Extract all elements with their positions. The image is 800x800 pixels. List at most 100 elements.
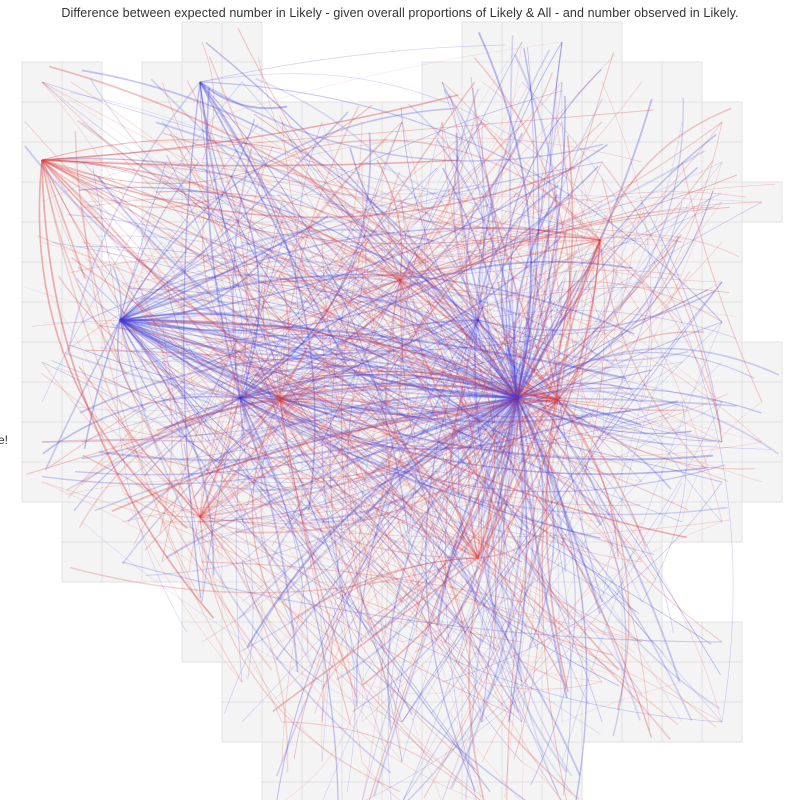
flow-line [199,516,514,715]
flow-line [201,41,215,163]
flow-line [41,159,738,245]
grid-cell [21,141,63,183]
flow-line [279,160,714,401]
flow-line [569,161,603,443]
flow-line [199,516,401,793]
flow-line [239,397,478,671]
grid-cell [261,101,303,143]
flow-line [399,279,620,572]
flow-line [239,397,518,653]
flow-line [205,397,518,491]
flow-line [358,241,483,603]
flow-line [352,397,518,713]
flow-line [401,281,723,723]
grid-cell [501,781,543,800]
flow-line [368,239,601,800]
flow-line [507,397,536,510]
grid-cell [341,501,383,543]
flow-line [516,397,737,407]
flow-line [238,323,518,399]
flow-line [399,178,523,281]
flow-line [681,401,763,523]
flow-line [508,187,601,241]
flow-line [408,103,522,399]
flow-line [279,399,468,645]
grid-cell [181,581,223,623]
flow-line [641,281,653,403]
flow-line [161,121,403,563]
flow-line [119,319,546,352]
grid-cell [741,381,783,423]
flow-line [481,281,563,563]
flow-line [251,399,293,639]
flow-line [199,516,636,654]
flow-line [473,56,572,401]
flow-line [201,321,603,563]
grid-cell [421,461,463,503]
flow-line [557,399,686,411]
grid-cell [21,221,63,263]
flow-line [81,161,483,323]
flow-line [239,236,562,399]
flow-line [477,211,606,559]
flow-line [119,319,616,675]
flow-line [279,399,590,551]
grid-cell [21,341,63,383]
flow-line [161,195,603,323]
flow-line [41,159,219,209]
flow-line [208,56,479,559]
flow-line [241,161,723,723]
flow-line [387,397,518,730]
flow-line [42,395,241,455]
flow-line [441,361,523,443]
flow-line [199,516,417,577]
grid-cell [661,661,703,703]
flow-line [94,397,518,512]
flow-line [239,397,339,800]
flow-lines [24,28,780,800]
grid-cell [221,421,263,463]
flow-line [41,81,643,243]
flow-line [97,235,518,399]
flow-line [41,159,488,355]
flow-line [401,321,483,523]
flow-line [399,206,730,281]
flow-line [235,399,559,534]
flow-line [399,234,553,281]
flow-line [365,397,518,516]
grid-cell [501,341,543,383]
flow-line [272,557,479,712]
grid-cell [621,141,663,183]
flow-line [199,54,616,518]
grid-cell [421,381,463,423]
flow-line [281,137,643,163]
flow-line [402,361,723,800]
flow-line [504,239,601,799]
flow-line [119,273,635,335]
flow-line [199,81,480,606]
flow-line [477,228,568,559]
flow-line [161,321,683,523]
flow-line [201,41,563,123]
flow-line [399,279,651,731]
flow-line [401,281,723,723]
grid-cell [301,501,343,543]
flow-line [516,304,578,399]
flow-line [239,397,271,478]
flow-line [477,290,715,332]
flow-line [51,157,518,399]
flow-line [512,194,558,399]
grid-cell [621,181,663,223]
grid-cell [581,541,623,583]
flow-line [150,78,518,399]
flow-line [81,241,603,323]
flow-line [294,159,401,281]
grid-cell [141,141,183,183]
flow-line [481,281,683,483]
flow-line [547,41,603,603]
grid-cell [461,181,503,223]
flow-line [486,175,518,399]
grid-cell [141,261,183,303]
flow-line [81,521,403,723]
flow-line [401,281,563,763]
